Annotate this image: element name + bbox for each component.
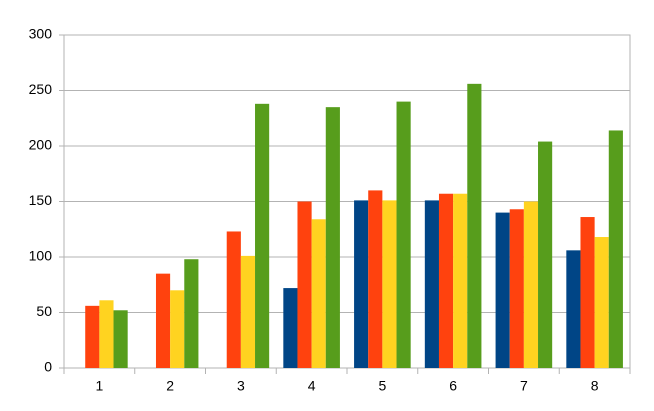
x-tick-label: 1 [95,378,103,394]
x-tick-label: 3 [237,378,245,394]
x-tick-label: 8 [591,378,599,394]
y-tick-label: 150 [29,192,53,208]
bar [311,219,326,368]
bar [184,259,199,368]
y-tick-label: 50 [36,303,52,319]
y-tick-label: 0 [44,359,52,375]
bar [226,231,241,368]
y-tick-label: 250 [29,81,53,97]
bar [155,273,171,368]
bar [325,107,340,369]
bar [495,212,510,368]
x-tick-label: 7 [520,378,528,394]
bar [113,310,128,368]
x-tick-label: 6 [449,378,457,394]
bar [566,250,581,368]
bar [608,130,623,368]
bar [580,217,595,368]
bar [424,200,439,368]
bar [170,290,185,368]
bar [283,288,298,368]
bar [297,201,312,368]
bar [467,83,482,368]
bar [368,190,383,368]
bar [438,193,454,368]
bar [85,305,100,368]
bar [354,200,369,368]
bar [538,141,553,368]
bar [523,201,539,368]
bar [594,237,609,368]
bar [99,300,114,368]
x-tick-label: 4 [308,378,316,394]
y-tick-label: 200 [29,137,53,153]
bar [453,193,468,368]
bar [396,101,411,368]
x-tick-label: 5 [378,378,386,394]
bar [255,103,270,368]
bar [240,255,256,368]
bar [382,200,397,368]
y-tick-label: 300 [29,26,53,42]
y-tick-label: 100 [29,248,53,264]
x-tick-label: 2 [166,378,174,394]
bar [509,209,524,368]
